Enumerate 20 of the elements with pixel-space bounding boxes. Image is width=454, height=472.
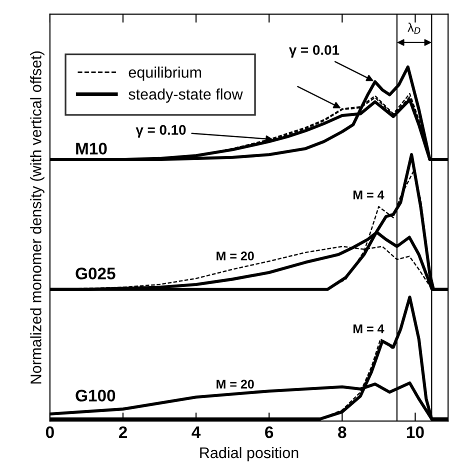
x-tick-label: 0 bbox=[46, 426, 54, 438]
annotation: G025 bbox=[76, 268, 116, 280]
annotation: M = 4 bbox=[354, 190, 384, 200]
annotation: γ = 0.01 bbox=[288, 45, 340, 58]
x-tick-label: 6 bbox=[265, 426, 274, 438]
annotation: M = 20 bbox=[216, 380, 254, 389]
x-tick-label: 10 bbox=[407, 426, 424, 438]
annotation: M = 4 bbox=[354, 324, 384, 334]
y-axis-title: Normalized monomer density (with vertical offset) bbox=[30, 51, 44, 384]
legend-label: equilibrium bbox=[128, 66, 202, 81]
annotation: γ = 0.10 bbox=[136, 125, 186, 138]
text: λ$_{D}$ bbox=[408, 22, 420, 34]
x-tick-label: 4 bbox=[192, 426, 201, 438]
x-axis-title: Radial position bbox=[200, 446, 298, 462]
annotation: G100 bbox=[76, 390, 116, 402]
x-tick-label: 2 bbox=[118, 426, 127, 438]
annotation: M = 20 bbox=[216, 252, 254, 260]
annotation: M10 bbox=[76, 142, 107, 155]
x-tick-label: 8 bbox=[338, 426, 346, 438]
legend-label: steady-state flow bbox=[128, 88, 243, 103]
